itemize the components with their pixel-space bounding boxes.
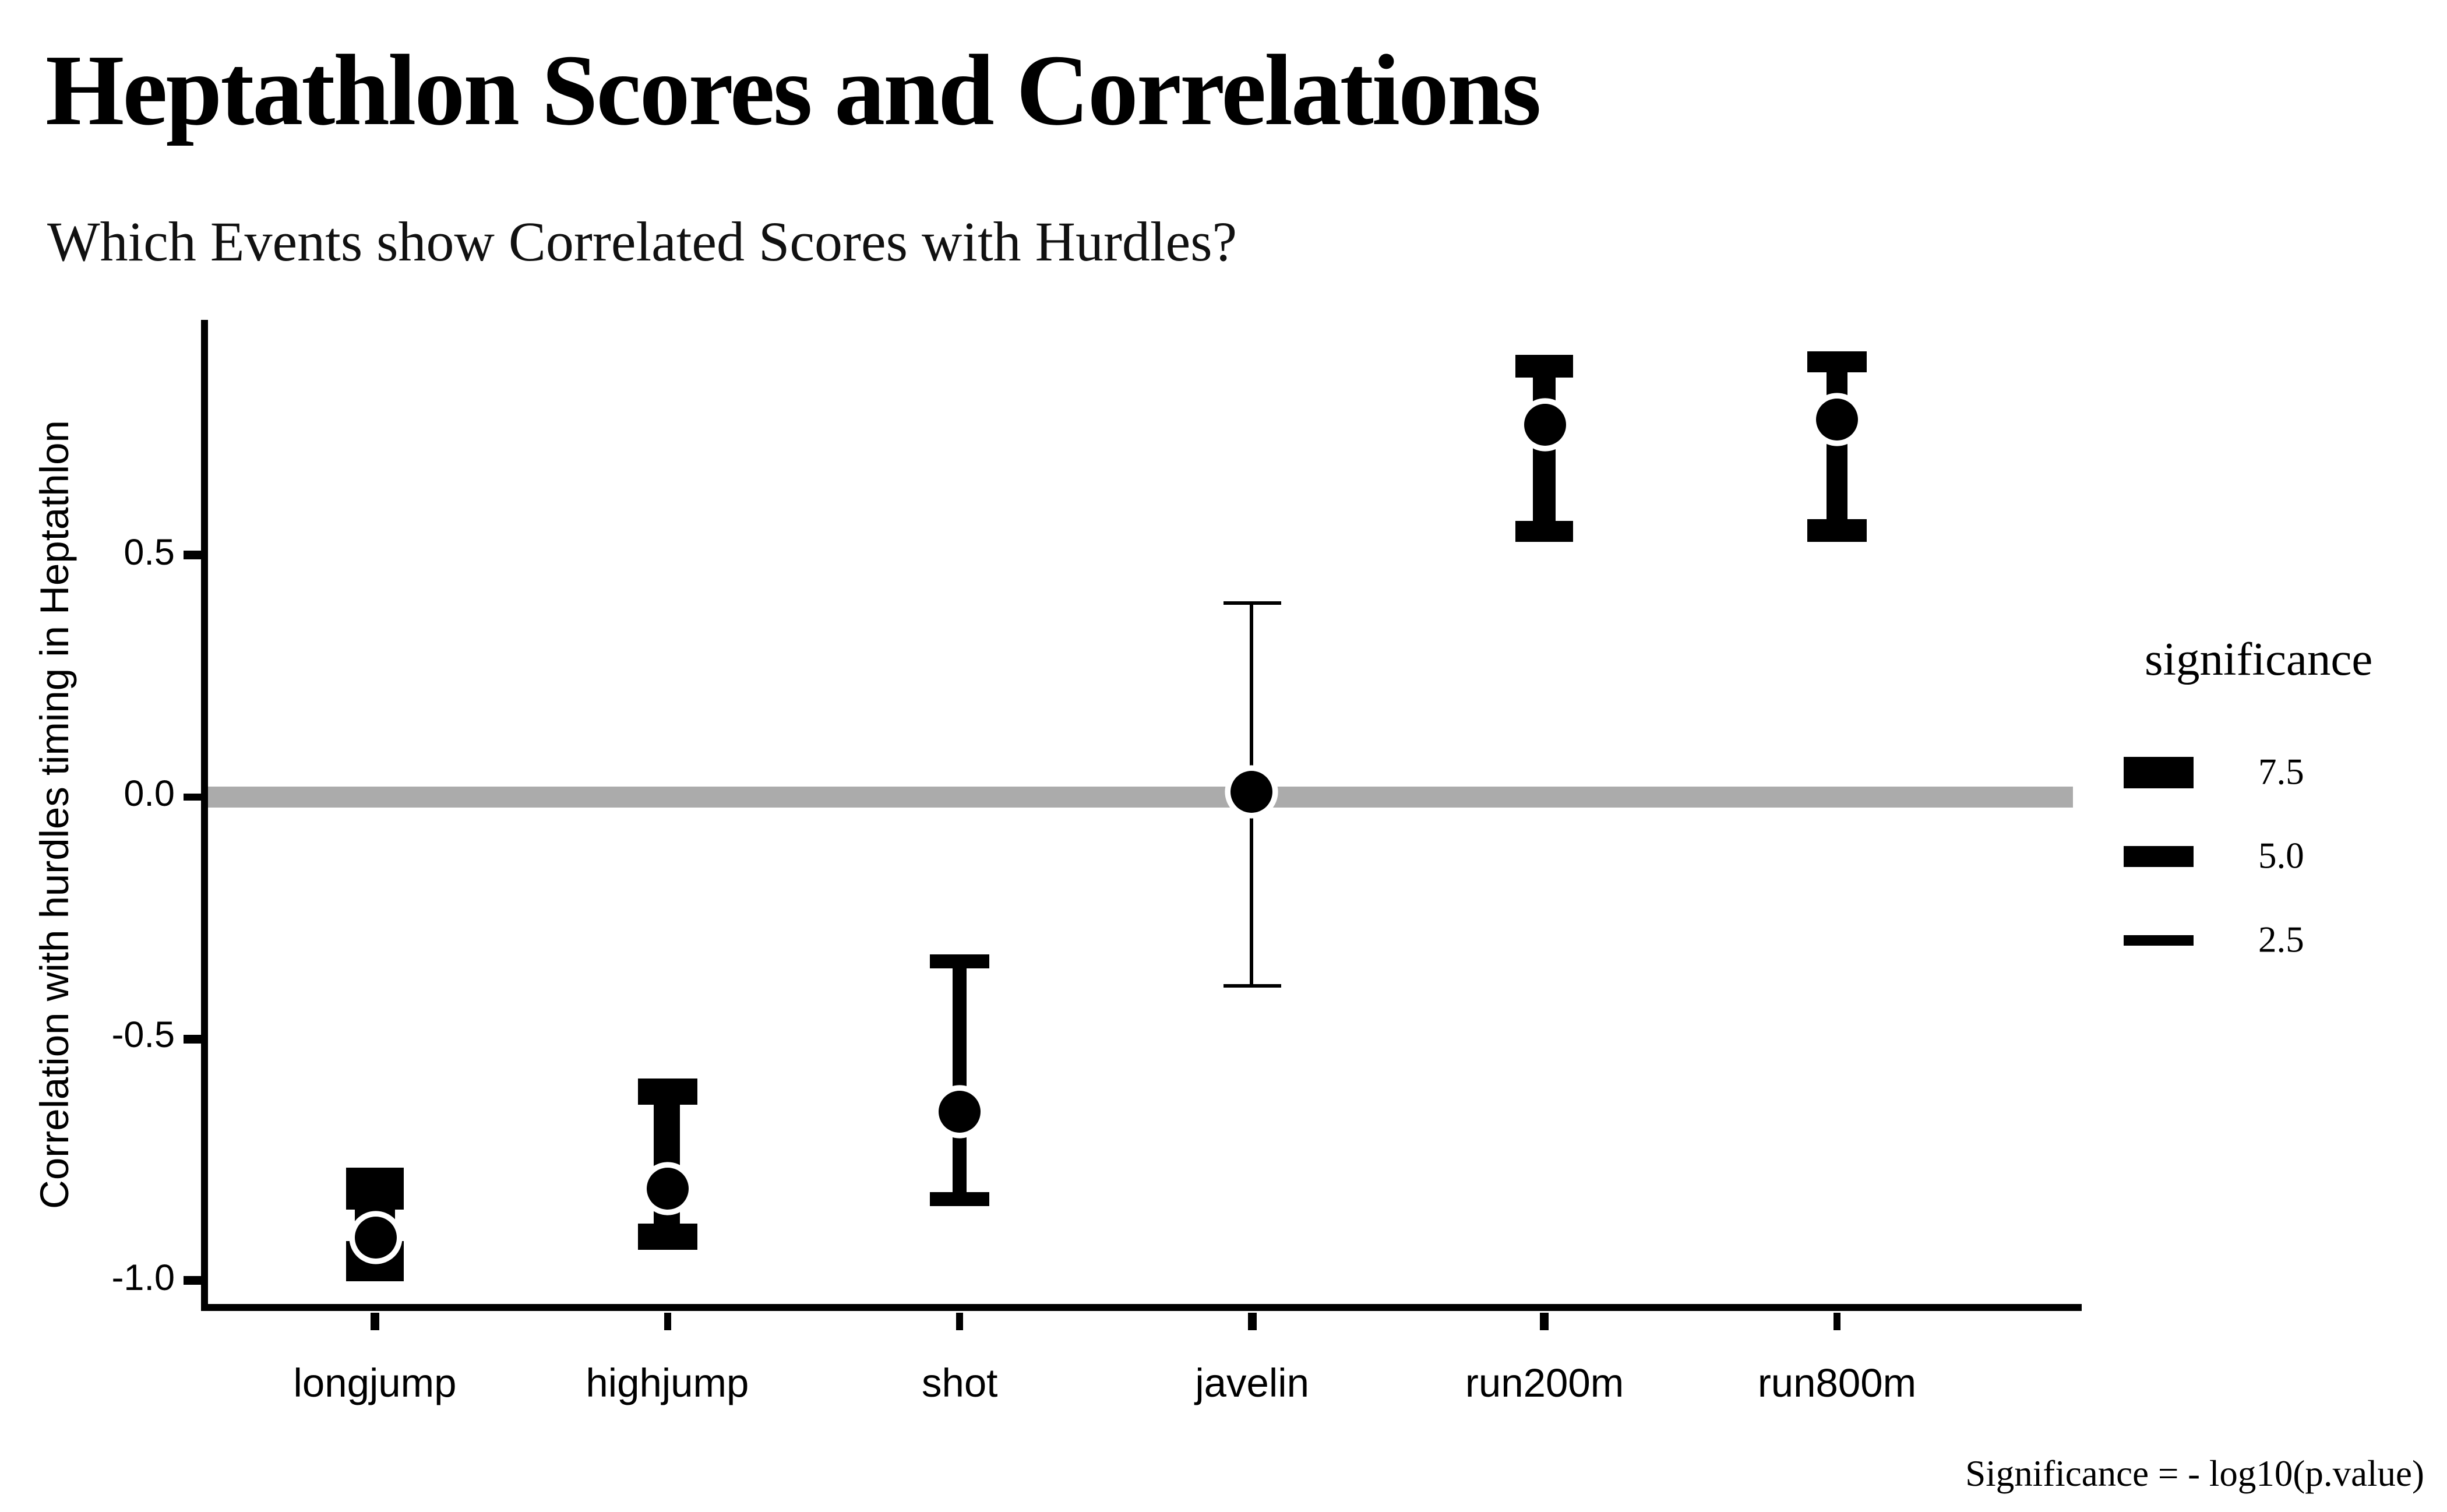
errorbar-cap-bottom-javelin (1222, 984, 1282, 988)
errorbar-cap-bottom-shot (930, 1191, 989, 1206)
errorbar-cap-top-highjump (638, 1079, 697, 1105)
x-axis-tick (1248, 1312, 1256, 1330)
errorbar-cap-top-longjump (345, 1168, 404, 1210)
y-axis-tick-label: -0.5 (111, 1016, 175, 1057)
errorbar-line-shot (953, 961, 967, 1199)
legend-key-swatch (2124, 935, 2194, 946)
plot-panel: 0.5 0.0 -0.5 -1.0 longjump highjump shot javeli… (111, 320, 2082, 1405)
x-axis-tick (1540, 1312, 1549, 1330)
y-axis-tick-label: -1.0 (111, 1258, 175, 1299)
x-axis-tick-label: run800m (1757, 1360, 1917, 1405)
legend-entry-5.0: 5.0 (2124, 815, 2445, 898)
x-axis-tick (955, 1312, 964, 1330)
y-axis-tick-label: 0.5 (124, 532, 175, 573)
errorbar-cap-top-javelin (1222, 601, 1282, 606)
legend-entry-2.5: 2.5 (2124, 898, 2445, 982)
x-axis-tick (371, 1312, 379, 1330)
legend-entry-7.5: 7.5 (2124, 731, 2445, 815)
errorbar-line-run800m (1825, 361, 1849, 531)
legend-title: significance (2145, 633, 2373, 685)
chart-caption: Significance = - log10(p.value) (1965, 1453, 2424, 1495)
zero-reference-line (208, 787, 2073, 808)
x-axis-tick-label: javelin (1195, 1360, 1309, 1405)
point-run200m (1524, 403, 1566, 446)
legend-key-swatch (2124, 757, 2194, 788)
point-longjump (354, 1216, 396, 1259)
point-run800m (1816, 399, 1858, 441)
x-axis-tick-label: run200m (1465, 1360, 1624, 1405)
y-axis-tick-label: 0.0 (124, 774, 175, 815)
legend-key-label: 2.5 (2258, 918, 2304, 961)
point-shot (939, 1090, 981, 1133)
point-highjump (646, 1168, 689, 1210)
errorbar-cap-top-run800m (1807, 350, 1867, 373)
x-axis-tick (663, 1312, 672, 1330)
errorbar-cap-top-shot (930, 954, 989, 969)
legend-key-label: 7.5 (2258, 750, 2304, 793)
x-axis-tick (1833, 1312, 1841, 1330)
x-axis-tick-label: highjump (586, 1360, 749, 1405)
errorbar-line-run200m (1533, 366, 1556, 531)
point-javelin (1231, 771, 1274, 813)
errorbar-cap-bottom-run200m (1515, 520, 1574, 542)
y-axis-tick (182, 793, 200, 801)
legend-key-swatch (2124, 846, 2194, 867)
errorbar-line-highjump (654, 1092, 680, 1238)
y-axis-tick (182, 1277, 200, 1285)
errorbar-cap-top-run200m (1515, 355, 1574, 378)
x-axis-tick-label: longjump (293, 1360, 457, 1405)
legend-key-label: 5.0 (2258, 834, 2304, 877)
errorbar-cap-bottom-run800m (1807, 520, 1867, 542)
errorbar-cap-bottom-highjump (638, 1224, 697, 1250)
x-axis-tick-label: shot (922, 1360, 998, 1405)
chart-subtitle: Which Events show Correlated Scores with… (47, 210, 1237, 273)
y-axis-tick (182, 551, 200, 559)
chart-title: Heptathlon Scores and Correlations (45, 33, 1542, 147)
y-axis-tick (182, 1035, 200, 1043)
